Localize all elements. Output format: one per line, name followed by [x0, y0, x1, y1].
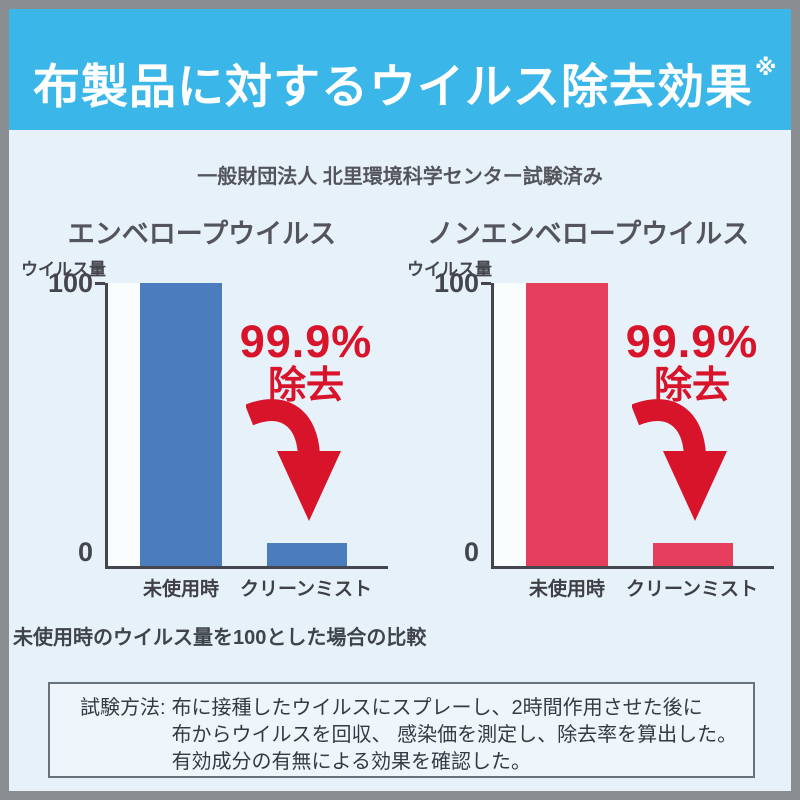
chart-envelope-virus: エンベロープウイルス ウイルス量 100 0 未使用時 クリーンミスト 99.9…	[9, 209, 395, 617]
removal-rate-text: 99.9%	[625, 316, 759, 367]
bar-cleanmist	[267, 543, 347, 566]
removal-rate-text: 99.9%	[239, 316, 373, 367]
y-axis-min-tick-label: 0	[463, 537, 479, 567]
y-axis-tick-mark	[481, 282, 491, 285]
chart-title: ノンエンベロープウイルス	[426, 219, 750, 249]
y-axis-min-tick-label: 0	[77, 537, 93, 567]
test-method-line: 有効成分の有無による効果を確認した。	[171, 751, 531, 773]
plot-background	[108, 283, 140, 566]
page-title: 布製品に対するウイルス除去効果※	[9, 9, 791, 145]
removal-annotation: 99.9% 除去	[602, 319, 782, 406]
chart-title: エンベロープウイルス	[67, 219, 337, 249]
y-axis-max-tick-label: 100	[47, 268, 93, 298]
x-label-cleanmist: クリーンミスト	[239, 579, 373, 600]
chart-non-envelope-virus: ノンエンベロープウイルス ウイルス量 100 0 未使用時 クリーンミスト 99…	[395, 209, 781, 617]
page-title-text: 布製品に対するウイルス除去効果	[33, 60, 753, 113]
down-curved-arrow-icon	[246, 399, 341, 521]
bar-unused	[140, 283, 222, 566]
plot-area	[105, 283, 388, 569]
test-method-line: 布に接種したウイルスにスプレーし、2時間作用させた後に	[171, 697, 703, 719]
test-method-line: 布からウイルスを回収、 感染価を測定し、除去率を算出した。	[171, 724, 738, 746]
header-banner: 布製品に対するウイルス除去効果※	[9, 9, 791, 130]
y-axis-label: ウイルス量	[21, 260, 106, 279]
removal-action-text: 除去	[653, 364, 730, 407]
down-curved-arrow-icon	[632, 399, 727, 521]
plot-area	[491, 283, 774, 569]
bar-unused	[526, 283, 608, 566]
removal-annotation: 99.9% 除去	[216, 319, 396, 406]
removal-action-text: 除去	[267, 364, 344, 407]
x-label-unused: 未使用時	[142, 579, 219, 600]
test-method-lines: 布に接種したウイルスにスプレーし、2時間作用させた後に 布からウイルスを回収、 …	[172, 695, 743, 776]
test-method-label: 試験方法:	[80, 697, 166, 719]
comparison-note: 未使用時のウイルス量を100とした場合の比較	[13, 627, 427, 649]
y-axis-label: ウイルス量	[407, 260, 492, 279]
footnote-mark: ※	[755, 55, 778, 80]
test-method-box: 試験方法: 布に接種したウイルスにスプレーし、2時間作用させた後に 布からウイル…	[48, 682, 755, 778]
y-axis-tick-mark	[95, 282, 105, 285]
plot-background	[494, 283, 526, 566]
certification-subtitle: 一般財団法人 北里環境科学センター試験済み	[197, 166, 603, 188]
x-label-unused: 未使用時	[528, 579, 605, 600]
y-axis-max-tick-label: 100	[433, 268, 479, 298]
x-label-cleanmist: クリーンミスト	[625, 579, 759, 600]
bar-cleanmist	[653, 543, 733, 566]
